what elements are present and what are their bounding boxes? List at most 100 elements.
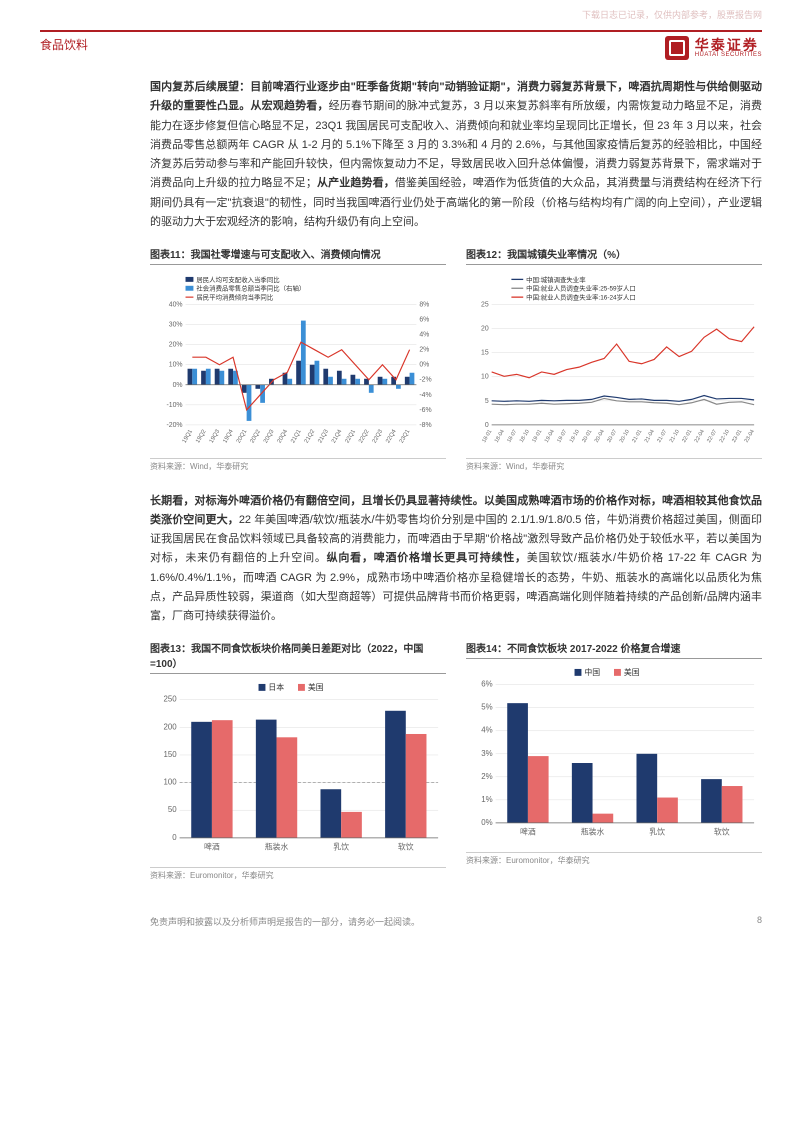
svg-text:21Q2: 21Q2	[304, 429, 316, 445]
svg-text:0%: 0%	[173, 382, 183, 389]
svg-text:250: 250	[164, 695, 178, 704]
svg-text:0%: 0%	[419, 362, 429, 369]
svg-text:22-10: 22-10	[719, 429, 731, 444]
svg-text:乳饮: 乳饮	[333, 842, 349, 852]
svg-text:1%: 1%	[481, 795, 492, 804]
svg-text:19Q3: 19Q3	[209, 428, 222, 444]
brand-en: HUATAI SECURITIES	[695, 52, 762, 58]
svg-text:啤酒: 啤酒	[520, 827, 536, 837]
svg-text:20-10: 20-10	[619, 429, 631, 444]
svg-text:19Q2: 19Q2	[195, 429, 207, 445]
svg-text:软饮: 软饮	[714, 827, 730, 837]
svg-text:18-01: 18-01	[481, 429, 493, 444]
svg-text:21-04: 21-04	[644, 429, 656, 444]
svg-text:40%: 40%	[169, 302, 183, 309]
svg-text:150: 150	[164, 750, 178, 759]
svg-text:4%: 4%	[481, 726, 492, 735]
svg-text:乳饮: 乳饮	[649, 827, 665, 837]
svg-text:21-01: 21-01	[631, 429, 643, 444]
svg-text:100: 100	[164, 778, 178, 787]
svg-text:20: 20	[481, 326, 489, 333]
svg-text:18-07: 18-07	[506, 429, 518, 444]
svg-text:22-04: 22-04	[694, 429, 706, 444]
paragraph-2: 长期看，对标海外啤酒价格仍有翻倍空间，且增长仍具显著持续性。以美国成熟啤酒市场的…	[40, 492, 762, 627]
svg-text:啤酒: 啤酒	[204, 842, 220, 852]
svg-text:18-04: 18-04	[494, 429, 506, 444]
svg-text:美国: 美国	[308, 682, 324, 692]
svg-text:19Q4: 19Q4	[222, 428, 235, 444]
chart13: 050100150200250啤酒瓶装水乳饮软饮日本美国	[150, 680, 446, 858]
svg-text:200: 200	[164, 723, 178, 732]
brand-cn: 华泰证券	[695, 38, 762, 52]
chart13-source: 资料来源：Euromonitor，华泰研究	[150, 867, 446, 881]
footer: 免责声明和披露以及分析师声明是报告的一部分，请务必一起阅读。 8	[40, 905, 762, 928]
svg-text:22Q2: 22Q2	[358, 429, 370, 445]
chart14-title: 图表14：不同食饮板块 2017-2022 价格复合增速	[466, 640, 762, 659]
svg-text:-4%: -4%	[419, 392, 431, 399]
svg-text:21Q1: 21Q1	[290, 429, 302, 445]
svg-text:18-10: 18-10	[519, 429, 531, 444]
svg-text:20Q2: 20Q2	[250, 429, 262, 445]
svg-text:23-01: 23-01	[731, 429, 743, 444]
svg-text:21-10: 21-10	[669, 429, 681, 444]
svg-text:居民人均可支配收入当季同比: 居民人均可支配收入当季同比	[196, 275, 280, 284]
chart11-title: 图表11：我国社零增速与可支配收入、消费倾向情况	[150, 246, 446, 265]
svg-text:-2%: -2%	[419, 377, 431, 384]
svg-text:19-01: 19-01	[531, 429, 543, 444]
chart14: 0%1%2%3%4%5%6%啤酒瓶装水乳饮软饮中国美国	[466, 665, 762, 843]
svg-text:-8%: -8%	[419, 422, 431, 429]
svg-text:瓶装水: 瓶装水	[581, 827, 605, 837]
svg-text:-20%: -20%	[166, 422, 182, 429]
chart13-title: 图表13：我国不同食饮板块价格同美日差距对比（2022，中国=100）	[150, 640, 446, 674]
svg-text:软饮: 软饮	[398, 842, 414, 852]
svg-text:2%: 2%	[419, 347, 429, 354]
svg-text:25: 25	[481, 302, 489, 309]
svg-text:3%: 3%	[481, 749, 492, 758]
svg-text:20-07: 20-07	[606, 429, 618, 444]
svg-text:20-04: 20-04	[594, 429, 606, 444]
svg-text:20-01: 20-01	[581, 429, 593, 444]
brand-logo: 华泰证券 HUATAI SECURITIES	[665, 36, 762, 60]
svg-text:19-04: 19-04	[544, 429, 556, 444]
svg-text:22Q3: 22Q3	[372, 428, 385, 444]
chart11: -20% -10% 0% 10% 20% 30% 40% -8% -6% -4% -2% 0% 2% 4%…	[150, 271, 446, 449]
svg-text:中国:城镇调查失业率: 中国:城镇调查失业率	[526, 275, 586, 284]
svg-text:中国:就业人员调查失业率:16-24岁人口: 中国:就业人员调查失业率:16-24岁人口	[526, 293, 636, 302]
svg-text:19Q1: 19Q1	[182, 429, 194, 445]
chart12: 051015202518-0118-0418-0718-1019-0119-04…	[466, 271, 762, 449]
svg-text:0: 0	[172, 833, 177, 842]
svg-text:日本: 日本	[268, 682, 284, 692]
svg-text:6%: 6%	[419, 317, 429, 324]
svg-text:-10%: -10%	[166, 402, 182, 409]
svg-text:21Q4: 21Q4	[331, 428, 344, 444]
svg-text:20%: 20%	[169, 342, 183, 349]
svg-text:-6%: -6%	[419, 407, 431, 414]
svg-text:20Q1: 20Q1	[236, 429, 248, 445]
svg-text:居民平均消费倾向当季同比: 居民平均消费倾向当季同比	[196, 293, 273, 302]
svg-text:4%: 4%	[419, 332, 429, 339]
svg-text:6%: 6%	[481, 680, 492, 689]
svg-text:50: 50	[168, 806, 177, 815]
svg-text:22Q1: 22Q1	[345, 429, 357, 445]
chart14-source: 资料来源：Euromonitor，华泰研究	[466, 852, 762, 866]
svg-text:30%: 30%	[169, 322, 183, 329]
page-number: 8	[757, 915, 762, 928]
svg-text:2%: 2%	[481, 772, 492, 781]
watermark: 下载日志已记录，仅供内部参考，股票报告网	[582, 8, 762, 21]
disclaimer: 免责声明和披露以及分析师声明是报告的一部分，请务必一起阅读。	[150, 915, 420, 928]
svg-text:10: 10	[481, 374, 489, 381]
svg-text:21Q3: 21Q3	[317, 428, 330, 444]
svg-text:8%: 8%	[419, 302, 429, 309]
svg-text:10%: 10%	[169, 362, 183, 369]
svg-text:23-04: 23-04	[744, 429, 756, 444]
svg-text:美国: 美国	[624, 667, 640, 677]
chart12-title: 图表12：我国城镇失业率情况（%）	[466, 246, 762, 265]
logo-icon	[665, 36, 689, 60]
svg-text:21-07: 21-07	[656, 429, 668, 444]
svg-text:22Q4: 22Q4	[385, 428, 398, 444]
svg-text:中国: 中国	[584, 667, 600, 677]
svg-text:0: 0	[485, 422, 489, 429]
svg-text:22-01: 22-01	[681, 429, 693, 444]
svg-text:20Q3: 20Q3	[263, 428, 276, 444]
svg-text:中国:就业人员调查失业率:25-59岁人口: 中国:就业人员调查失业率:25-59岁人口	[526, 284, 636, 293]
